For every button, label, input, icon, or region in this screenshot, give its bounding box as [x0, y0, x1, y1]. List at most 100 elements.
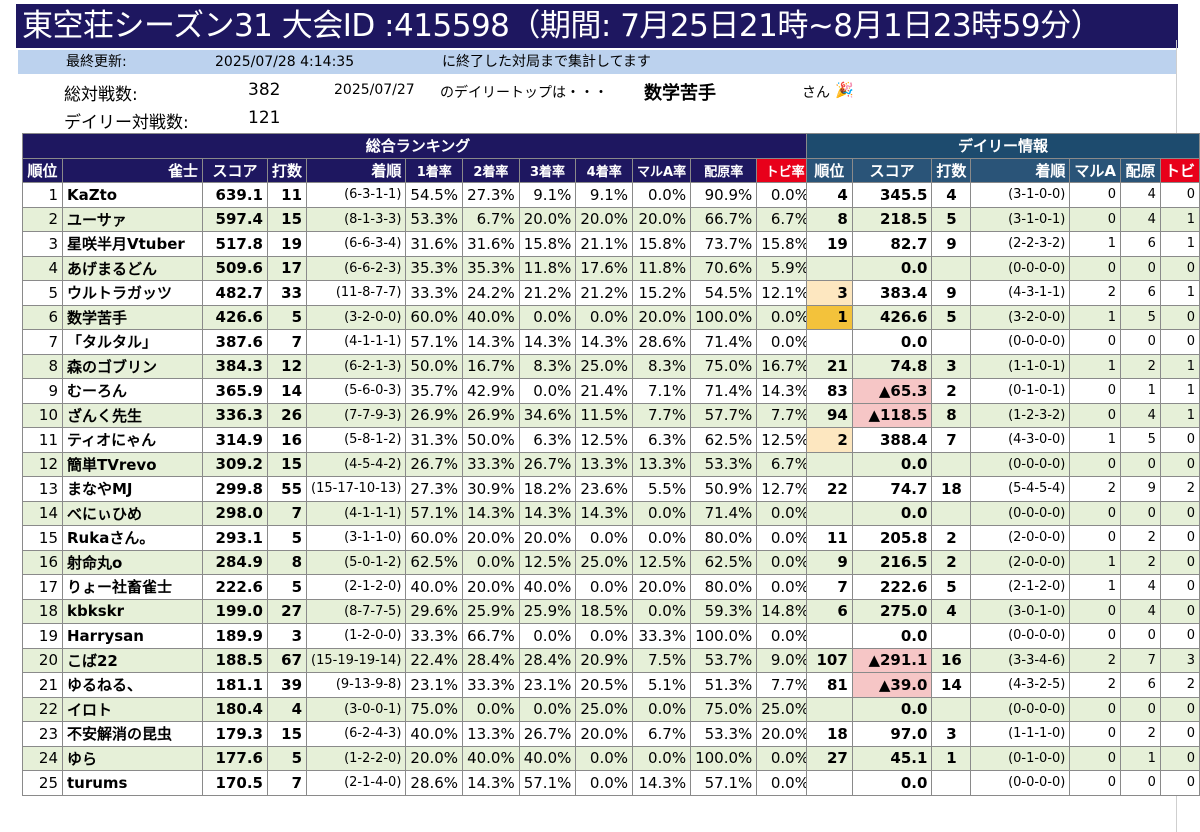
daily-row: 11 205.8 2 (2-0-0-0) 0 2 0 — [806, 525, 1200, 551]
ranking-cell: 31.3% — [405, 427, 464, 453]
ranking-cell: 53.3% — [405, 206, 464, 232]
daily-cell: 18 — [931, 476, 972, 502]
daily-cell: 1 — [1159, 231, 1200, 257]
ranking-cell: 11 — [266, 182, 308, 208]
daily-cell: 19 — [806, 231, 853, 257]
daily-header-cell: トビ — [1159, 157, 1200, 183]
ranking-cell: 7.7% — [756, 672, 814, 698]
ranking-cell: 170.5 — [202, 770, 268, 796]
ranking-cell: 24.2% — [462, 280, 520, 306]
daily-cell: 8 — [806, 206, 853, 232]
ranking-cell: 23.1% — [405, 672, 464, 698]
daily-row: 6 275.0 4 (3-0-1-0) 0 4 0 — [806, 598, 1200, 624]
ranking-cell: 75.0% — [690, 696, 758, 722]
ranking-header-cell: 順位 — [22, 157, 63, 183]
ranking-cell: 12 — [266, 353, 308, 379]
ranking-row: 18 kbkskr 199.0 27 (8-7-7-5) 29.6% 25.9% 25.9% 1… — [22, 598, 814, 624]
daily-header-cell: 配原 — [1119, 157, 1161, 183]
daily-cell: 1 — [1159, 353, 1200, 379]
ranking-row: 24 ゆら 177.6 5 (1-2-2-0) 20.0% 40.0% 40.0% 0.0% 0.… — [22, 745, 814, 771]
daily-cell: 388.4 — [851, 427, 933, 453]
daily-cell: 9 — [931, 231, 972, 257]
ranking-cell: 0.0% — [462, 696, 520, 722]
ranking-cell: 222.6 — [202, 574, 268, 600]
ranking-header-cell: 4着率 — [575, 157, 634, 183]
ranking-cell: 57.1% — [518, 770, 577, 796]
daily-cell — [931, 451, 972, 477]
daily-cell: 0 — [1069, 378, 1121, 404]
ranking-cell: 75.0% — [405, 696, 464, 722]
ranking-cell: 8 — [266, 549, 308, 575]
ranking-header-cell: 配原率 — [690, 157, 758, 183]
daily-cell: (1-1-0-1) — [970, 353, 1071, 379]
ranking-cell: 20.0% — [462, 525, 520, 551]
daily-cell: 2 — [1119, 721, 1161, 747]
daily-cell: (5-4-5-4) — [970, 476, 1071, 502]
ranking-cell: 17 — [22, 574, 63, 600]
daily-header-cell: 打数 — [931, 157, 972, 183]
ranking-header-cell: 着順 — [306, 157, 407, 183]
ranking-header-cell: 打数 — [266, 157, 308, 183]
ranking-cell: (6-6-2-3) — [306, 255, 407, 281]
ranking-cell: 71.4% — [690, 329, 758, 355]
daily-cell — [931, 500, 972, 526]
daily-cell: 83 — [806, 378, 853, 404]
daily-cell: 0 — [1159, 623, 1200, 649]
daily-header-cell: 順位 — [806, 157, 853, 183]
ranking-cell: 25.0% — [575, 353, 634, 379]
ranking-row: 20 こば22 188.5 67 (15-19-19-14) 22.4% 28.4% 28.4… — [22, 647, 814, 673]
ranking-cell: 7 — [22, 329, 63, 355]
daily-row: 107 ▲291.1 16 (3-3-4-6) 2 7 3 — [806, 647, 1200, 673]
ranking-cell: 7 — [266, 329, 308, 355]
ranking-cell: 13 — [22, 476, 63, 502]
ranking-row: 8 森のゴブリン 384.3 12 (6-2-1-3) 50.0% 16.7% 8.3% 25.… — [22, 353, 814, 379]
ranking-cell: (6-2-1-3) — [306, 353, 407, 379]
ranking-cell: 7.1% — [632, 378, 692, 404]
daily-cell: 0 — [1119, 500, 1161, 526]
ranking-header-cell: 2着率 — [462, 157, 520, 183]
daily-cell: (4-3-2-5) — [970, 672, 1071, 698]
daily-cell: (2-2-3-2) — [970, 231, 1071, 257]
daily-cell: 3 — [1159, 647, 1200, 673]
daily-cell: 0 — [1119, 255, 1161, 281]
ranking-cell: 21.2% — [575, 280, 634, 306]
ranking-cell: 14.3% — [756, 378, 814, 404]
daily-cell: 1 — [1119, 378, 1161, 404]
ranking-cell: 20.9% — [575, 647, 634, 673]
ranking-cell: 365.9 — [202, 378, 268, 404]
ranking-cell: 5 — [266, 745, 308, 771]
daily-cell: 0 — [1069, 525, 1121, 551]
ranking-row: 25 turums 170.5 7 (2-1-4-0) 28.6% 14.3% 57.1% 0.… — [22, 770, 814, 796]
ranking-header-cell: 3着率 — [518, 157, 577, 183]
daily-cell: 0 — [1159, 427, 1200, 453]
ranking-cell: 66.7% — [462, 623, 520, 649]
ranking-cell: 62.5% — [690, 549, 758, 575]
ranking-cell: 19 — [22, 623, 63, 649]
daily-cell: 1 — [806, 304, 853, 330]
ranking-cell: 0.0% — [462, 549, 520, 575]
ranking-row: 9 むーろん 365.9 14 (5-6-0-3) 35.7% 42.9% 0.0% 21.4%… — [22, 378, 814, 404]
ranking-cell: 27.3% — [462, 182, 520, 208]
daily-cell: (0-1-0-0) — [970, 745, 1071, 771]
daily-cell: 0 — [1069, 696, 1121, 722]
total-label: 総対戦数: — [64, 85, 138, 105]
daily-cell: 21 — [806, 353, 853, 379]
daily-header-cell: 着順 — [970, 157, 1071, 183]
daily-row: 2 388.4 7 (4-3-0-0) 1 5 0 — [806, 427, 1200, 453]
ranking-cell: (5-0-1-2) — [306, 549, 407, 575]
ranking-cell: 8 — [22, 353, 63, 379]
ranking-cell: 16 — [266, 427, 308, 453]
daily-cell: 22 — [806, 476, 853, 502]
ranking-cell: あげまるどん — [62, 255, 203, 281]
ranking-cell: 181.1 — [202, 672, 268, 698]
ranking-row: 19 Harrysan 189.9 3 (1-2-0-0) 33.3% 66.7% 0.0% 0… — [22, 623, 814, 649]
ranking-cell: 簡単TVrevo — [62, 451, 203, 477]
ranking-cell: 0.0% — [756, 623, 814, 649]
ranking-cell: 299.8 — [202, 476, 268, 502]
ranking-cell: 26 — [266, 402, 308, 428]
ranking-cell: 26.9% — [405, 402, 464, 428]
ranking-cell: 20.0% — [756, 721, 814, 747]
daily-cell: 0 — [1119, 451, 1161, 477]
ranking-cell: 0.0% — [756, 182, 814, 208]
daily-cell: 97.0 — [851, 721, 933, 747]
